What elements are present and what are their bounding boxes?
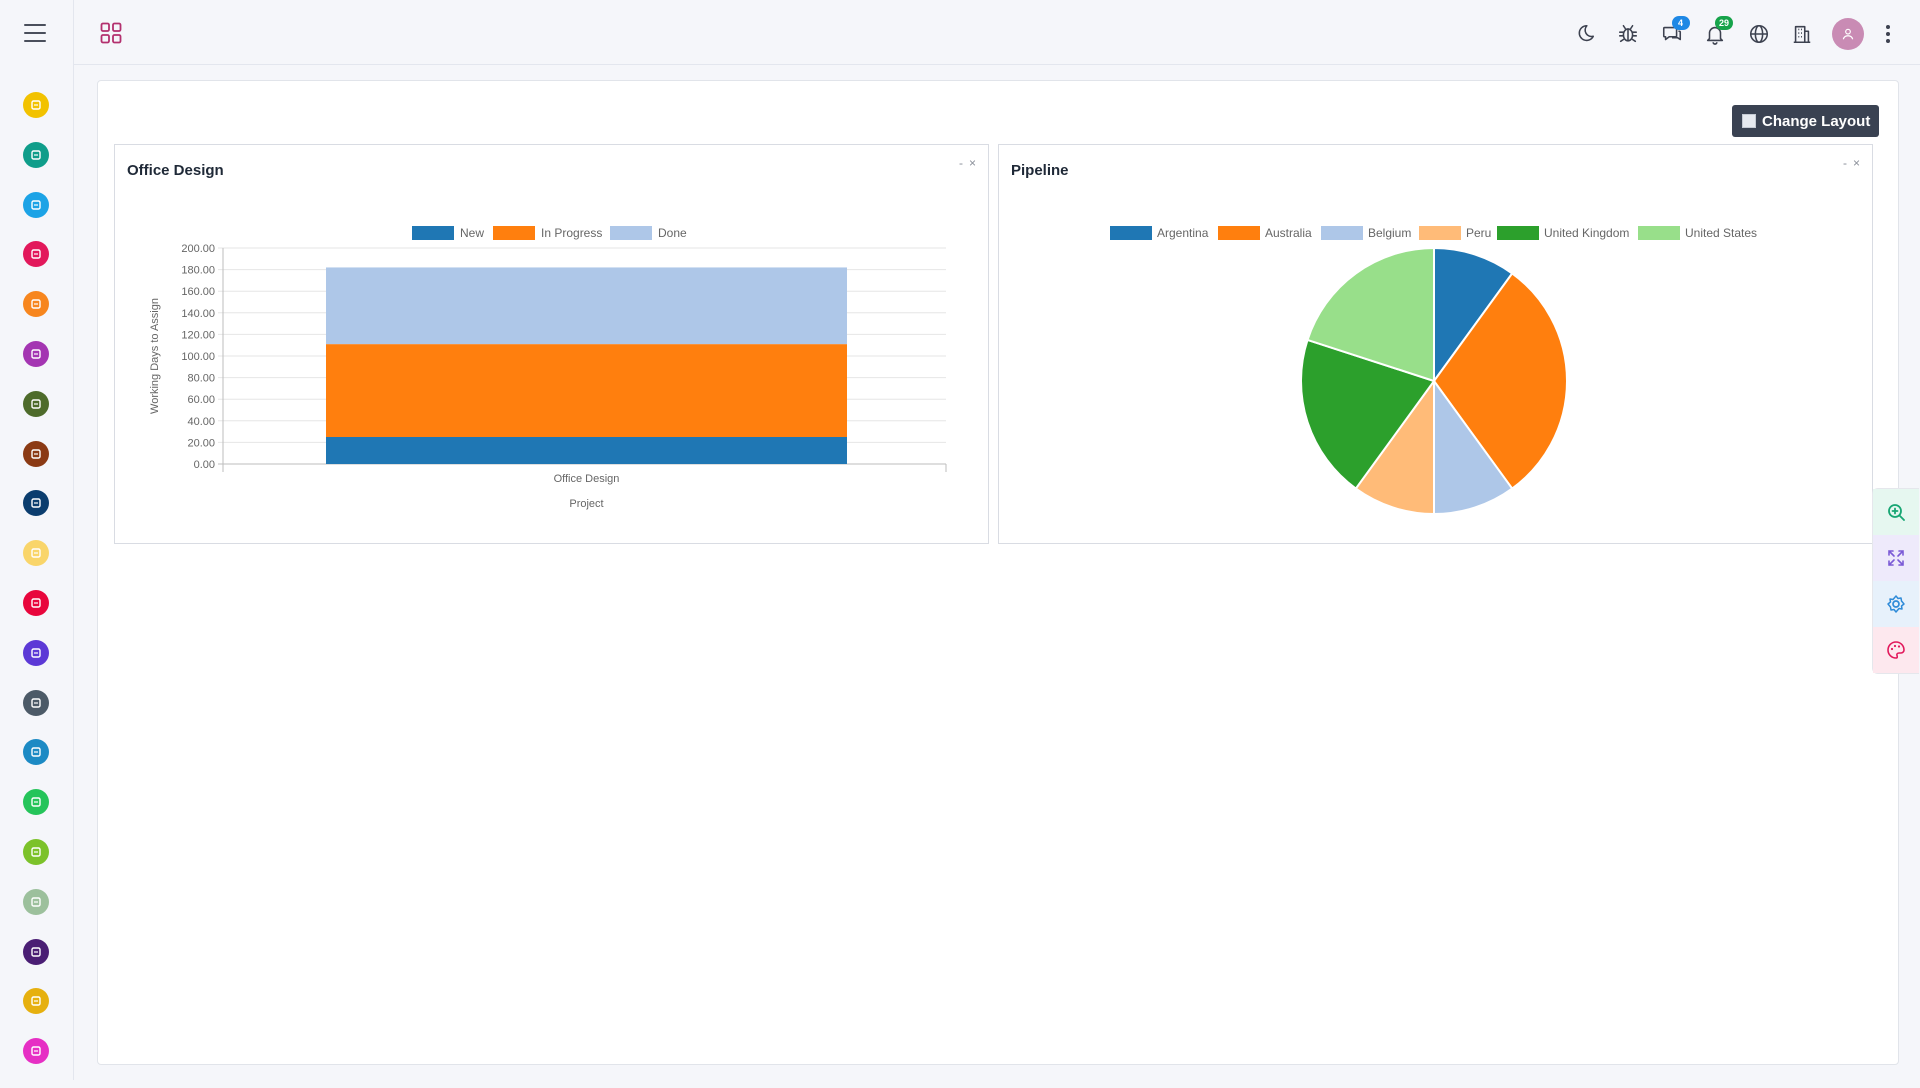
legend-swatch	[1218, 226, 1260, 240]
handshake-icon[interactable]	[23, 241, 49, 268]
change-layout-button[interactable]: Change Layout	[1732, 105, 1880, 137]
y-tick-label: 120.00	[181, 329, 215, 341]
dashboard-container: Change Layout Office Design - × New In Pr…	[97, 80, 1899, 1065]
notifications-count-badge: 29	[1715, 16, 1733, 30]
car-icon[interactable]	[23, 838, 49, 865]
pie-slice[interactable]	[1433, 246, 1514, 385]
rocket-icon[interactable]	[23, 440, 49, 467]
y-tick-label: 200.00	[181, 243, 215, 255]
topbar-actions: 4 29	[1555, 16, 1898, 50]
settings-icon[interactable]	[1873, 581, 1919, 627]
legend-swatch	[1419, 226, 1461, 240]
hourglass-icon[interactable]	[23, 888, 49, 915]
cart-icon[interactable]	[23, 291, 49, 318]
bell-icon[interactable]: 29	[1701, 16, 1733, 48]
messages-icon[interactable]: 4	[1658, 16, 1690, 48]
user-avatar-icon[interactable]	[1832, 18, 1864, 50]
minimize-button[interactable]: -	[958, 156, 963, 170]
calendar-icon[interactable]	[23, 340, 49, 367]
wrench-icon[interactable]	[23, 639, 49, 666]
chat-icon[interactable]	[23, 1038, 49, 1065]
pipeline-widget: Pipeline - × Argentina Australia Belgium Pe…	[998, 144, 1873, 544]
x-axis-title: Project	[569, 498, 603, 510]
y-axis-title: Working Days to Assign	[149, 298, 161, 414]
legend-label: Peru	[1466, 226, 1491, 240]
bar-segment[interactable]	[326, 267, 847, 345]
y-tick-label: 0.00	[194, 459, 215, 471]
legend-label: Argentina	[1157, 226, 1209, 240]
minimize-button[interactable]: -	[1842, 156, 1847, 170]
y-tick-label: 160.00	[181, 286, 215, 298]
legend-label: In Progress	[541, 226, 602, 240]
y-tick-label: 40.00	[187, 416, 215, 428]
calendar-check-icon[interactable]	[23, 141, 49, 168]
palette-icon[interactable]	[1873, 627, 1919, 673]
bug-icon[interactable]	[1614, 20, 1642, 48]
zoom-in-icon[interactable]	[1873, 489, 1919, 535]
y-tick-label: 100.00	[181, 351, 215, 363]
y-tick-label: 60.00	[187, 394, 215, 406]
topbar: 4 29	[74, 0, 1920, 65]
bar-segment[interactable]	[326, 437, 847, 464]
briefcase-icon[interactable]	[23, 689, 49, 716]
legend-label: United States	[1685, 226, 1757, 240]
legend-swatch	[610, 226, 652, 240]
y-tick-label: 80.00	[187, 373, 215, 385]
legend-label: Belgium	[1368, 226, 1411, 240]
pie-slice[interactable]	[1433, 377, 1514, 516]
change-layout-label: Change Layout	[1762, 112, 1871, 130]
globe-icon[interactable]	[1745, 20, 1773, 48]
legend-swatch	[1321, 226, 1363, 240]
moon-icon[interactable]	[1571, 20, 1599, 48]
sidebar	[0, 0, 74, 1080]
close-button[interactable]: ×	[968, 156, 976, 170]
legend-swatch	[1638, 226, 1680, 240]
legend-label: Australia	[1265, 226, 1312, 240]
pie-slice[interactable]	[1300, 338, 1436, 490]
close-button[interactable]: ×	[1852, 156, 1860, 170]
piggy-bank-icon[interactable]	[23, 938, 49, 965]
pie-slice[interactable]	[1306, 246, 1435, 383]
users-icon[interactable]	[23, 789, 49, 816]
ticket-icon[interactable]	[23, 540, 49, 567]
widget-title: Office Design	[127, 162, 224, 179]
apps-grid-icon[interactable]	[100, 22, 122, 44]
widget-controls: - ×	[953, 156, 976, 170]
bar-segment[interactable]	[326, 344, 847, 437]
office-design-widget: Office Design - × New In Progress Done 200.…	[114, 144, 989, 544]
tools-icon[interactable]	[23, 739, 49, 766]
kebab-menu-icon[interactable]	[1878, 20, 1898, 48]
expand-icon[interactable]	[1873, 535, 1919, 581]
building-icon[interactable]	[1788, 20, 1816, 48]
legend-swatch	[1497, 226, 1539, 240]
widget-title: Pipeline	[1011, 162, 1069, 179]
y-tick-label: 180.00	[181, 265, 215, 277]
y-tick-label: 20.00	[187, 437, 215, 449]
list-icon[interactable]	[23, 490, 49, 517]
messages-count-badge: 4	[1671, 16, 1690, 30]
sidebar-app-list	[23, 92, 49, 1088]
x-tick-label: Office Design	[554, 473, 620, 485]
inbox-icon[interactable]	[23, 92, 49, 118]
legend-swatch	[412, 226, 454, 240]
hamburger-menu-icon[interactable]	[24, 24, 46, 42]
legend-label: New	[460, 226, 484, 240]
graduation-icon[interactable]	[23, 589, 49, 616]
pie-slice[interactable]	[1432, 272, 1568, 490]
pie-slice[interactable]	[1354, 377, 1435, 516]
legend-label: Done	[658, 226, 687, 240]
legend-label: United Kingdom	[1544, 226, 1629, 240]
office-design-bar-chart: New In Progress Done 200.00 180.00 160.00 140.…	[149, 226, 947, 510]
invoice-icon[interactable]	[23, 390, 49, 417]
widget-controls: - ×	[1837, 156, 1860, 170]
right-tool-panel	[1872, 488, 1919, 674]
utensils-icon[interactable]	[23, 988, 49, 1015]
y-tick-label: 140.00	[181, 308, 215, 320]
pipeline-pie-chart: Argentina Australia Belgium Peru United King…	[1110, 226, 1757, 516]
clipboard-icon[interactable]	[23, 191, 49, 218]
layout-icon	[1742, 114, 1756, 128]
legend-swatch	[493, 226, 535, 240]
legend-swatch	[1110, 226, 1152, 240]
